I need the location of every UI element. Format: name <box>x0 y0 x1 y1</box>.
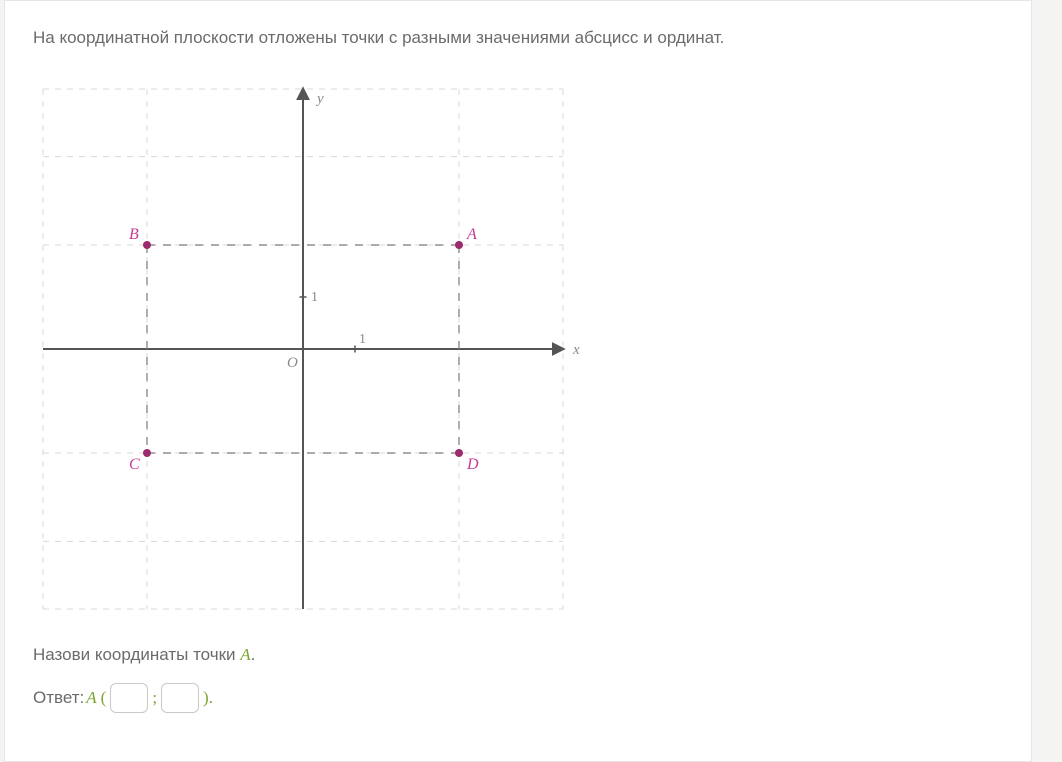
coord-sep: ; <box>150 688 159 708</box>
point-label-C: C <box>129 456 140 473</box>
coordinate-plane-svg: 1 1 Ox y A B C D <box>33 69 603 629</box>
point-C <box>143 449 151 457</box>
question-text: На координатной плоскости отложены точки… <box>33 25 1003 51</box>
point-label-B: B <box>129 226 139 243</box>
x-axis-label: x <box>572 342 580 358</box>
answer-label: Ответ: <box>33 688 84 708</box>
y-tick-1-label: 1 <box>311 290 318 305</box>
point-label-D: D <box>466 456 479 473</box>
prompt-suffix: . <box>251 645 256 664</box>
prompt-line: Назови координаты точки A. <box>33 645 1003 665</box>
answer-x-input[interactable] <box>110 683 148 713</box>
problem-card: На координатной плоскости отложены точки… <box>4 0 1032 762</box>
prompt-prefix: Назови координаты точки <box>33 645 240 664</box>
point-A <box>455 241 463 249</box>
paren-close: ). <box>201 688 215 708</box>
coordinate-plane-chart: 1 1 Ox y A B C D <box>33 69 603 629</box>
x-tick-1-label: 1 <box>359 332 366 347</box>
origin-label: O <box>287 355 298 371</box>
answer-y-input[interactable] <box>161 683 199 713</box>
y-axis-label: y <box>315 91 324 107</box>
point-B <box>143 241 151 249</box>
point-label-A: A <box>466 226 477 243</box>
paren-open: ( <box>99 688 109 708</box>
answer-point-letter: A <box>86 688 96 708</box>
answer-line: Ответ: A ( ; ). <box>33 683 1003 713</box>
point-D <box>455 449 463 457</box>
prompt-point-letter: A <box>240 645 250 664</box>
